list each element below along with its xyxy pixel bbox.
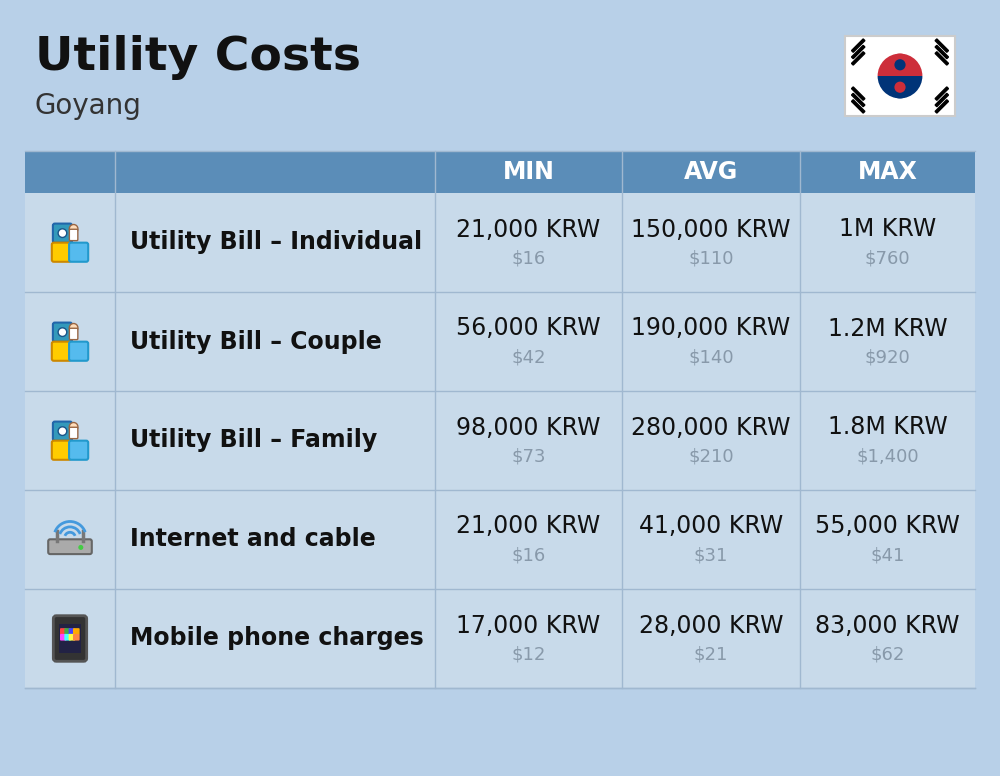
Text: 28,000 KRW: 28,000 KRW: [639, 614, 783, 638]
Polygon shape: [935, 52, 948, 65]
Text: 41,000 KRW: 41,000 KRW: [639, 514, 783, 539]
Text: 21,000 KRW: 21,000 KRW: [456, 514, 601, 539]
FancyBboxPatch shape: [60, 634, 67, 640]
FancyBboxPatch shape: [845, 36, 955, 116]
Text: $31: $31: [694, 546, 728, 564]
Text: 150,000 KRW: 150,000 KRW: [631, 217, 791, 241]
Text: 83,000 KRW: 83,000 KRW: [815, 614, 960, 638]
Text: $140: $140: [688, 348, 734, 366]
Polygon shape: [852, 100, 865, 113]
Polygon shape: [852, 52, 865, 65]
Text: Utility Bill – Individual: Utility Bill – Individual: [130, 230, 422, 255]
Text: AVG: AVG: [684, 160, 738, 184]
FancyBboxPatch shape: [69, 243, 88, 262]
FancyBboxPatch shape: [25, 490, 975, 589]
Polygon shape: [852, 45, 865, 59]
Text: $62: $62: [870, 646, 905, 663]
FancyBboxPatch shape: [25, 193, 975, 292]
FancyBboxPatch shape: [25, 292, 975, 391]
Circle shape: [894, 81, 906, 93]
Text: 1M KRW: 1M KRW: [839, 217, 936, 241]
Text: Internet and cable: Internet and cable: [130, 528, 376, 552]
Circle shape: [58, 327, 67, 337]
Circle shape: [69, 324, 78, 332]
Text: $42: $42: [511, 348, 546, 366]
Text: $1,400: $1,400: [856, 448, 919, 466]
FancyBboxPatch shape: [48, 539, 92, 554]
Circle shape: [58, 229, 67, 237]
FancyBboxPatch shape: [69, 441, 88, 459]
FancyBboxPatch shape: [622, 151, 800, 193]
Text: $12: $12: [511, 646, 546, 663]
Text: 1.2M KRW: 1.2M KRW: [828, 317, 947, 341]
Text: 55,000 KRW: 55,000 KRW: [815, 514, 960, 539]
Circle shape: [78, 545, 83, 550]
Text: $16: $16: [511, 250, 546, 268]
FancyBboxPatch shape: [52, 441, 71, 459]
Circle shape: [894, 59, 906, 71]
FancyBboxPatch shape: [59, 624, 81, 653]
Text: $210: $210: [688, 448, 734, 466]
FancyBboxPatch shape: [73, 634, 80, 640]
Polygon shape: [935, 100, 948, 113]
FancyBboxPatch shape: [435, 151, 622, 193]
Text: MIN: MIN: [503, 160, 554, 184]
Circle shape: [69, 422, 78, 431]
Text: $73: $73: [511, 448, 546, 466]
Circle shape: [889, 76, 911, 99]
FancyBboxPatch shape: [69, 341, 88, 361]
FancyBboxPatch shape: [69, 328, 78, 340]
Text: $760: $760: [865, 250, 910, 268]
Text: Utility Costs: Utility Costs: [35, 36, 361, 81]
FancyBboxPatch shape: [69, 229, 78, 241]
Text: Goyang: Goyang: [35, 92, 142, 120]
Text: 1.8M KRW: 1.8M KRW: [828, 415, 947, 439]
Polygon shape: [935, 39, 948, 52]
Circle shape: [58, 427, 67, 435]
FancyBboxPatch shape: [64, 634, 71, 640]
FancyBboxPatch shape: [25, 391, 975, 490]
FancyBboxPatch shape: [69, 628, 75, 635]
Text: 56,000 KRW: 56,000 KRW: [456, 317, 601, 341]
Text: MAX: MAX: [858, 160, 917, 184]
Wedge shape: [878, 54, 922, 76]
Circle shape: [889, 54, 911, 76]
FancyBboxPatch shape: [69, 634, 75, 640]
Polygon shape: [852, 93, 865, 106]
Text: 21,000 KRW: 21,000 KRW: [456, 217, 601, 241]
Polygon shape: [935, 45, 948, 59]
Text: Utility Bill – Family: Utility Bill – Family: [130, 428, 377, 452]
FancyBboxPatch shape: [53, 223, 72, 243]
Text: $920: $920: [865, 348, 910, 366]
Text: Mobile phone charges: Mobile phone charges: [130, 626, 424, 650]
Text: 17,000 KRW: 17,000 KRW: [456, 614, 601, 638]
FancyBboxPatch shape: [60, 628, 67, 635]
FancyBboxPatch shape: [73, 628, 80, 635]
FancyBboxPatch shape: [69, 428, 78, 438]
FancyBboxPatch shape: [52, 243, 71, 262]
Text: $16: $16: [511, 546, 546, 564]
Text: Utility Bill – Couple: Utility Bill – Couple: [130, 330, 382, 354]
Polygon shape: [935, 87, 948, 100]
Polygon shape: [852, 39, 865, 52]
FancyBboxPatch shape: [64, 628, 71, 635]
FancyBboxPatch shape: [53, 615, 87, 661]
Polygon shape: [852, 87, 865, 100]
Polygon shape: [935, 93, 948, 106]
Text: $41: $41: [870, 546, 905, 564]
FancyBboxPatch shape: [53, 421, 72, 441]
Circle shape: [69, 224, 78, 233]
FancyBboxPatch shape: [53, 323, 72, 341]
FancyBboxPatch shape: [800, 151, 975, 193]
FancyBboxPatch shape: [25, 589, 975, 688]
Text: 190,000 KRW: 190,000 KRW: [631, 317, 791, 341]
Text: $21: $21: [694, 646, 728, 663]
Text: 98,000 KRW: 98,000 KRW: [456, 415, 601, 439]
Text: $110: $110: [688, 250, 734, 268]
Wedge shape: [878, 76, 922, 99]
FancyBboxPatch shape: [25, 151, 435, 193]
Text: 280,000 KRW: 280,000 KRW: [631, 415, 791, 439]
FancyBboxPatch shape: [52, 341, 71, 361]
